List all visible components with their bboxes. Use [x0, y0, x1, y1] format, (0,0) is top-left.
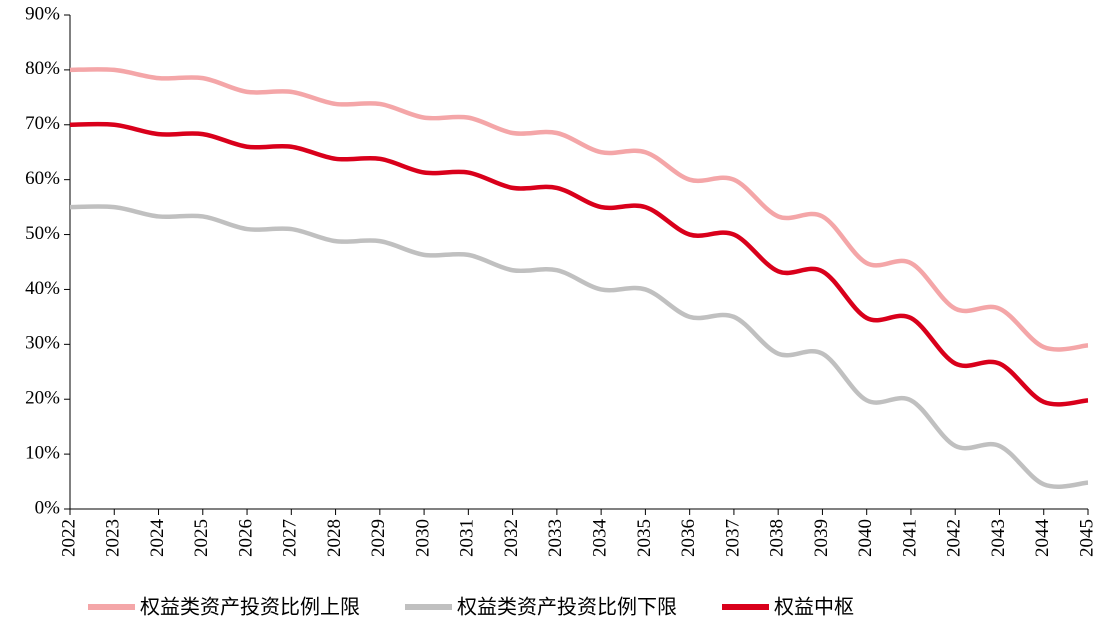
- y-tick-label: 80%: [25, 58, 60, 79]
- x-tick-label: 2040: [855, 519, 876, 557]
- x-tick-label: 2030: [412, 519, 433, 557]
- x-tick-label: 2024: [147, 519, 168, 558]
- x-tick-label: 2036: [678, 519, 699, 557]
- x-tick-label: 2042: [944, 519, 965, 557]
- y-tick-label: 50%: [25, 223, 60, 244]
- y-tick-label: 60%: [25, 168, 60, 189]
- series-line: [69, 204, 1089, 489]
- x-tick-label: 2035: [634, 519, 655, 557]
- x-tick-label: 2037: [722, 519, 743, 557]
- y-tick-label: 40%: [25, 278, 60, 299]
- x-tick-label: 2039: [811, 519, 832, 557]
- x-tick-label: 2034: [589, 519, 610, 558]
- legend-label: 权益类资产投资比例上限: [140, 595, 360, 619]
- x-tick-label: 2044: [1032, 519, 1053, 558]
- x-tick-label: 2033: [545, 519, 566, 557]
- x-tick-label: 2025: [191, 519, 212, 557]
- y-tick-label: 90%: [25, 3, 60, 24]
- x-tick-label: 2031: [457, 519, 478, 557]
- x-tick-label: 2027: [280, 519, 301, 557]
- x-tick-label: 2026: [235, 519, 256, 557]
- x-tick-label: 2038: [767, 519, 788, 557]
- legend-label: 权益中枢: [774, 595, 854, 619]
- x-tick-label: 2023: [103, 519, 124, 557]
- x-tick-label: 2032: [501, 519, 522, 557]
- series-line: [69, 121, 1089, 407]
- x-tick-label: 2043: [988, 519, 1009, 557]
- x-tick-label: 2045: [1076, 519, 1097, 557]
- x-tick-label: 2029: [368, 519, 389, 557]
- y-tick-label: 10%: [25, 442, 60, 463]
- x-tick-label: 2022: [58, 519, 79, 557]
- y-tick-label: 30%: [25, 333, 60, 354]
- x-tick-label: 2041: [899, 519, 920, 557]
- series-line: [69, 67, 1089, 352]
- legend-label: 权益类资产投资比例下限: [457, 595, 677, 619]
- y-tick-label: 70%: [25, 113, 60, 134]
- y-tick-label: 20%: [25, 388, 60, 409]
- x-tick-label: 2028: [324, 519, 345, 557]
- y-tick-label: 0%: [35, 497, 61, 518]
